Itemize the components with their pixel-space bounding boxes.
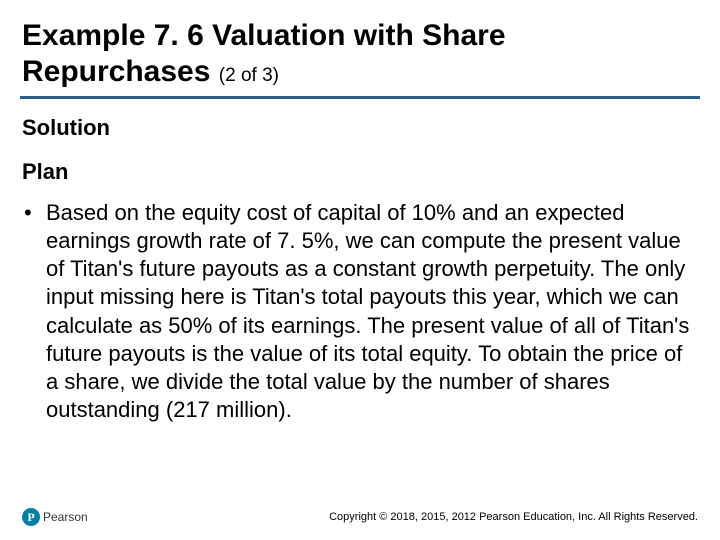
- title-underline: [20, 96, 700, 99]
- copyright-text: Copyright © 2018, 2015, 2012 Pearson Edu…: [329, 511, 698, 523]
- slide-footer: P Pearson Copyright © 2018, 2015, 2012 P…: [0, 508, 720, 526]
- slide-title: Example 7. 6 Valuation with Share Repurc…: [22, 18, 698, 90]
- title-pagination: (2 of 3): [219, 65, 279, 86]
- section-heading-solution: Solution: [22, 115, 698, 141]
- logo-text: Pearson: [43, 510, 88, 524]
- logo-letter: P: [27, 511, 34, 523]
- section-heading-plan: Plan: [22, 159, 698, 185]
- bullet-item: • Based on the equity cost of capital of…: [22, 199, 698, 424]
- pearson-logo: P Pearson: [22, 508, 88, 526]
- slide: Example 7. 6 Valuation with Share Repurc…: [0, 0, 720, 540]
- bullet-text: Based on the equity cost of capital of 1…: [46, 199, 698, 424]
- bullet-marker: •: [22, 199, 46, 424]
- pearson-logo-icon: P: [22, 508, 40, 526]
